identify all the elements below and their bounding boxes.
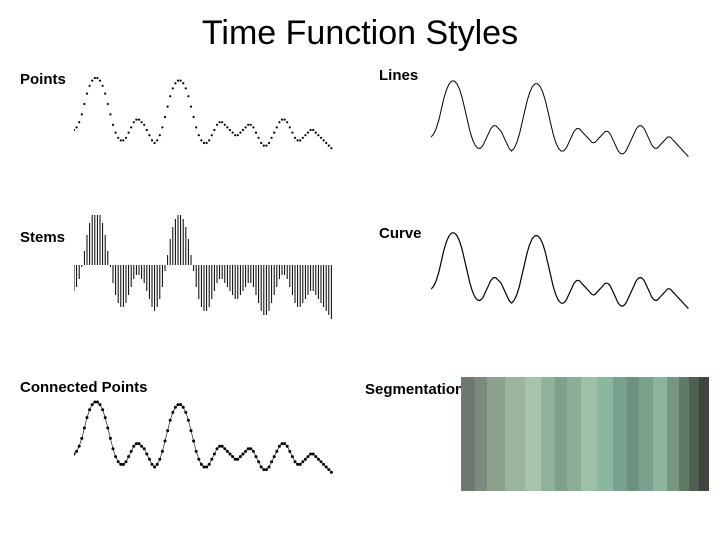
segmentation-stripe [679,377,689,491]
segmentation-stripe [461,377,475,491]
segmentation-stripe [567,377,581,491]
segmentation-stripe [487,377,505,491]
style-grid: Points Lines Stems Curve Connected Point… [0,59,720,521]
segmentation-stripe [613,377,627,491]
cell-connected: Connected Points [18,371,355,521]
chart-connected [74,389,344,509]
segmentation-stripe [639,377,653,491]
segmentation-stripe [653,377,667,491]
chart-segmentation [461,377,709,491]
label-lines: Lines [379,67,418,84]
segmentation-stripe [581,377,597,491]
label-segmentation: Segmentation [365,381,464,398]
label-points: Points [20,71,66,88]
label-curve: Curve [379,225,422,242]
segmentation-stripe [541,377,555,491]
cell-stems: Stems [18,215,355,365]
chart-curve [431,219,701,339]
chart-lines [431,67,701,187]
cell-segmentation: Segmentation [365,371,702,521]
segmentation-stripe [597,377,613,491]
segmentation-stripe [505,377,525,491]
cell-curve: Curve [365,215,702,365]
segmentation-stripe [699,377,709,491]
segmentation-stripe [475,377,487,491]
chart-points [74,65,344,185]
segmentation-stripe [555,377,567,491]
cell-points: Points [18,59,355,209]
segmentation-stripe [525,377,541,491]
page-title: Time Function Styles [0,14,720,53]
segmentation-stripe [627,377,639,491]
label-stems: Stems [20,229,65,246]
cell-lines: Lines [365,59,702,209]
segmentation-stripe [689,377,699,491]
segmentation-stripe [667,377,679,491]
chart-stems [74,215,344,335]
